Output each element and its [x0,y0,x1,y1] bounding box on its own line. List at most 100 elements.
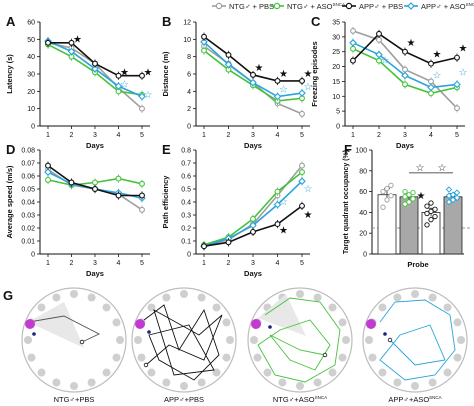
point-ntg-pbs [139,105,145,112]
point-app-aso [375,50,383,59]
x-tick-label: 2 [377,132,381,139]
x-tick-label: 5 [300,260,304,267]
point-app-pbs [250,228,256,235]
point-app-pbs [402,48,408,55]
legend-marker-ntg-aso [273,2,281,10]
y-tick-label: 40 [27,54,35,61]
point-app-pbs [201,33,207,40]
point-ntg-aso [350,45,356,52]
panel-d: D 0 0.01 0.02 0.03 0.04 0.05 0.06 0.07 0.08 1 2 3 4 5 D… [5,142,150,278]
pool-marker [37,368,46,377]
data-point-app-pbs [424,203,430,209]
panel-letter: G [3,288,13,303]
data-point-app-aso [453,189,461,196]
significance-star-filled: ★ [459,44,468,55]
point-ntg-aso [201,47,207,54]
data-point-app-pbs [424,210,430,217]
data-point-ntg-pbs [384,197,390,203]
x-tick-label: 4 [429,132,433,139]
x-tick-label: 3 [251,260,255,267]
water-maze-pool [362,287,468,393]
significance-star-open: ☆ [438,163,447,174]
pool-marker [222,353,231,362]
pool-marker [27,353,36,362]
pool-marker [70,382,78,390]
platform-marker [135,319,145,329]
data-point-app-aso [445,186,453,193]
y-tick-label: 25 [332,49,340,56]
significance-star-open: ☆ [279,197,288,208]
pool-marker [393,293,402,302]
y-tick-label: 0.08 [21,148,35,155]
x-tick-label: 2 [70,132,74,139]
y-tick-label: 12 [183,20,191,27]
data-point-app-pbs [432,213,438,220]
panel-letter: C [311,14,321,29]
pool-marker [338,318,347,327]
x-axis-label: Days [86,141,104,150]
point-app-aso [67,47,76,56]
point-app-pbs [225,239,232,246]
search-area [28,302,84,348]
pool-marker [116,336,124,344]
y-tick-label: 0.03 [21,213,35,220]
pool-marker [378,368,387,377]
pool-marker [162,378,171,387]
significance-star-filled: ★ [417,191,426,202]
y-tick-label: 60 [359,189,367,196]
pool-marker [197,378,206,387]
y-tick-label: 0 [187,252,191,259]
start-point [268,325,272,329]
point-app-aso [298,177,306,185]
data-point-app-pbs [428,208,434,215]
data-point-ntg-aso [402,188,408,195]
pool-marker [180,382,188,390]
panel-letter: D [6,142,15,157]
y-tick-label: 40 [359,210,367,217]
pool-marker [443,368,452,377]
point-app-pbs [454,54,460,61]
x-tick-label: 1 [46,132,50,139]
legend-marker-app-pbs [345,2,353,10]
point-app-pbs [201,243,207,250]
y-tick-label: 6 [187,72,191,79]
x-axis-label: Days [244,141,262,150]
point-app-aso [224,60,233,69]
pool-marker [180,290,188,298]
data-point-app-aso [449,196,457,204]
pool-marker [443,303,452,312]
y-tick-label: 0.02 [21,226,35,233]
swim-path-caption: NTG♂+PBS [54,395,95,404]
end-point [79,339,85,345]
y-tick-label: 20 [332,64,340,71]
pool-marker [87,293,96,302]
y-tick-label: 30 [27,72,35,79]
x-tick-label: 5 [455,132,459,139]
pool-marker [453,353,462,362]
x-tick-label: 5 [300,132,304,139]
y-tick-label: 0.7 [181,161,191,168]
data-point-ntg-pbs [388,182,394,189]
x-tick-label: 4 [117,132,121,139]
point-app-aso [138,92,146,101]
y-tick-label: 10 [27,106,35,113]
y-tick-label: 2 [187,106,191,113]
panel-letter: F [344,142,352,157]
swim-path-caption: APP♂+ASOSNCA [388,395,441,404]
data-point-app-aso [445,198,453,206]
pool-marker [368,353,377,362]
point-ntg-pbs [454,105,460,112]
legend-marker-app-aso [407,2,415,10]
significance-star-open: ☆ [304,184,313,195]
y-axis-label: Average speed (m/s) [5,165,14,239]
legend: NTG♂ + PBS NTG♂ + ASOSNCA APP♂ + PBS APP♂ +… [212,2,474,11]
y-tick-label: 10 [332,94,340,101]
x-tick-label: 5 [140,132,144,139]
point-ntg-aso [274,188,281,195]
point-app-pbs [428,60,434,67]
point-ntg-aso [428,90,434,97]
bar-app-aso [443,196,463,255]
y-tick-label: 50 [27,37,35,44]
